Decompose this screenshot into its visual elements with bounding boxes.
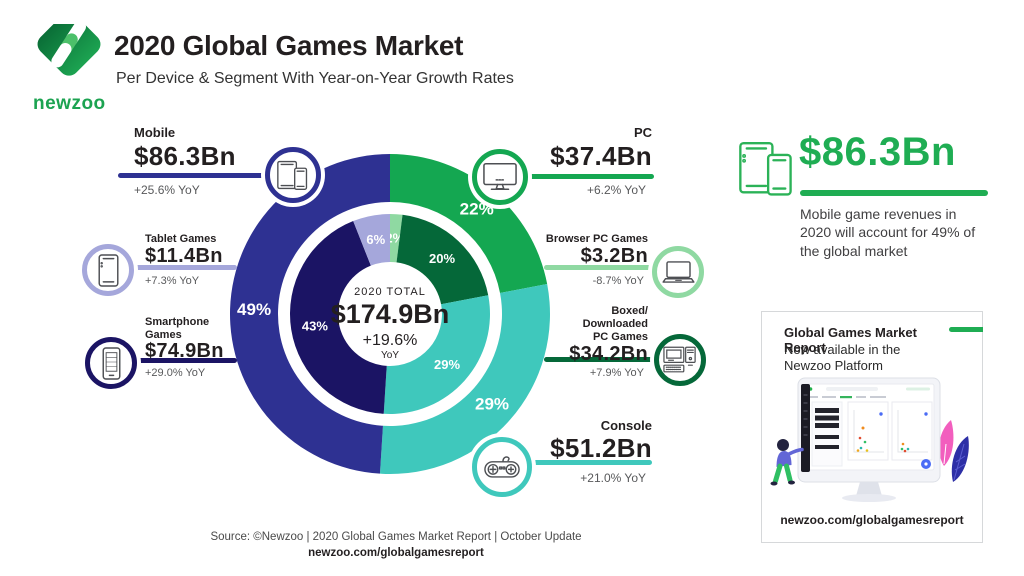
newzoo-logo-icon <box>37 12 101 76</box>
report-card-accent-line <box>949 327 983 332</box>
page-subtitle: Per Device & Segment With Year-on-Year G… <box>116 70 514 87</box>
green-tablet-and-phone-icon <box>739 141 792 196</box>
platform-illustration <box>770 377 969 502</box>
boxed-connector-line <box>544 357 656 362</box>
report-card: Global Games Market Report Now available… <box>761 311 983 543</box>
highlight-underline <box>800 190 988 196</box>
report-card-subtitle: Now available in the Newzoo Platform <box>784 342 901 374</box>
tablet-yoy: +7.3% YoY <box>145 275 200 287</box>
smartphone-connector-line <box>134 358 237 363</box>
tablet-and-phone-icon <box>277 160 308 190</box>
console-value: $51.2Bn <box>550 433 652 463</box>
tablet-connector-line <box>131 265 237 270</box>
monitor-stand <box>856 482 882 496</box>
pc-label: PC <box>633 125 652 140</box>
boxed-value: $34.2Bn <box>569 343 648 365</box>
donut-segment-outer-console <box>379 284 550 474</box>
browser-connector-line <box>544 265 654 270</box>
smartphone-label: Smartphone Games <box>145 316 210 341</box>
callout-tablet: Tablet Games $11.4Bn +7.3% YoY <box>131 233 241 293</box>
total-growth: +19.6% <box>362 332 418 349</box>
console-icon-circle <box>472 437 532 497</box>
footer-url[interactable]: newzoo.com/globalgamesreport <box>308 547 484 559</box>
callout-mobile: Mobile $86.3Bn +25.6% YoY <box>118 125 278 198</box>
console-label: Console <box>600 418 652 433</box>
smartphone-icon <box>102 346 120 380</box>
donut-segment-inner-smartphone-games <box>290 221 387 414</box>
browser-yoy: -8.7% YoY <box>592 275 644 287</box>
total-value: $174.9Bn <box>330 299 450 329</box>
highlight-value: $86.3Bn <box>799 130 956 174</box>
mobile-connector-line <box>118 173 268 178</box>
smartphone-yoy: +29.0% YoY <box>145 367 206 379</box>
console-connector-line <box>530 460 652 465</box>
gamepad-icon <box>484 455 520 478</box>
tablet-icon <box>97 253 119 287</box>
boxed-label: Boxed/ Downloaded PC Games <box>582 305 648 344</box>
total-growth-unit: YoY <box>381 350 399 361</box>
browser-icon-circle <box>652 246 704 298</box>
person-illustration <box>770 439 804 486</box>
donut-segment-inner-browser-pc-games <box>390 214 403 263</box>
callout-browser: Browser PC Games $3.2Bn -8.7% YoY <box>544 233 654 293</box>
donut-segment-outer-mobile <box>230 154 390 474</box>
footer: Source: ©Newzoo | 2020 Global Games Mark… <box>100 531 692 559</box>
pc-yoy: +6.2% YoY <box>586 183 646 197</box>
callout-smartphone: Smartphone Games $74.9Bn +29.0% YoY <box>134 316 244 386</box>
report-card-title: Global Games Market Report <box>784 325 917 355</box>
boxed-yoy: +7.9% YoY <box>589 367 644 379</box>
boxed-icon-circle <box>654 334 706 386</box>
callout-pc: PC $37.4Bn +6.2% YoY <box>520 125 654 198</box>
highlight-devices-icon <box>738 141 794 208</box>
donut-segment-inner-tablet-games <box>353 214 390 266</box>
laptop-icon <box>661 260 695 283</box>
total-label: 2020 TOTAL <box>354 286 426 298</box>
donut-label-inner-boxed-downloaded-pc-games: 20% <box>429 251 455 266</box>
donut-segment-inner-boxed-downloaded-pc-games <box>396 214 489 305</box>
footer-source: Source: ©Newzoo | 2020 Global Games Mark… <box>210 531 582 543</box>
donut-label-outer-pc: 22% <box>460 200 494 219</box>
pc-connector-line <box>526 174 654 179</box>
page-title: 2020 Global Games Market <box>114 30 464 61</box>
smartphone-icon-circle <box>85 337 137 389</box>
mobile-value: $86.3Bn <box>134 141 236 171</box>
console-yoy: +21.0% YoY <box>580 471 646 485</box>
donut-label-inner-tablet-games: 6% <box>366 232 385 247</box>
mobile-label: Mobile <box>134 125 176 140</box>
callout-console: Console $51.2Bn +21.0% YoY <box>520 418 654 491</box>
mobile-icon-circle <box>265 147 321 203</box>
donut-center: 2020 TOTAL $174.9Bn +19.6% YoY <box>320 286 460 361</box>
newzoo-wordmark: newzoo <box>33 93 106 114</box>
donut-label-outer-mobile: 49% <box>237 300 271 319</box>
donut-segment-inner-console <box>383 295 490 414</box>
browser-label: Browser PC Games <box>545 233 648 245</box>
browser-value: $3.2Bn <box>580 245 648 267</box>
mobile-yoy: +25.6% YoY <box>134 183 200 197</box>
pink-leaf <box>939 420 954 466</box>
tablet-label: Tablet Games <box>145 233 217 245</box>
newzoo-logo: newzoo <box>33 12 106 115</box>
desktop-monitor-icon <box>483 163 517 191</box>
highlight-description: Mobile game revenues in 2020 will accoun… <box>800 206 976 259</box>
donut-segment-outer-pc <box>390 154 548 294</box>
tablet-value: $11.4Bn <box>145 245 223 267</box>
smartphone-value: $74.9Bn <box>145 340 224 362</box>
pc-icon-circle <box>472 149 528 205</box>
retro-computer-icon <box>663 346 696 373</box>
donut-label-outer-console: 29% <box>475 394 509 413</box>
report-card-url[interactable]: newzoo.com/globalgamesreport <box>780 513 964 527</box>
callout-boxed: Boxed/ Downloaded PC Games $34.2Bn +7.9%… <box>544 305 654 385</box>
tablet-icon-circle <box>82 244 134 296</box>
donut-chart: 22%29%49%2%20%29%43%6% <box>230 154 550 474</box>
donut-label-inner-console: 29% <box>434 357 460 372</box>
pc-value: $37.4Bn <box>550 141 652 171</box>
donut-label-inner-smartphone-games: 43% <box>302 318 328 333</box>
